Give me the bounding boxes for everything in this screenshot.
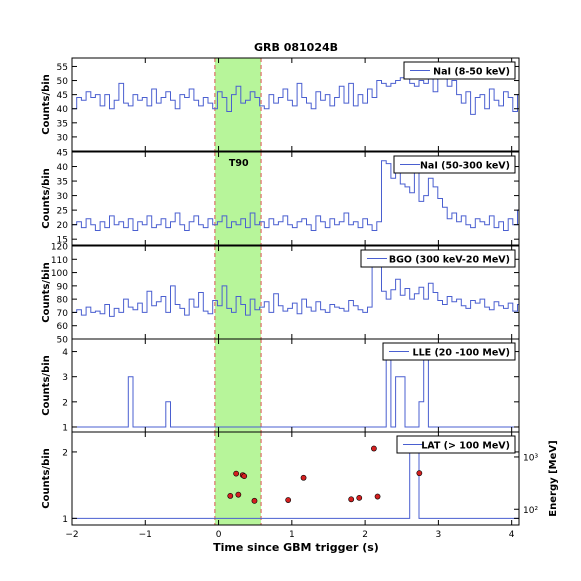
y-tick-label: 35	[57, 178, 68, 188]
y-axis-label: Counts/bin	[41, 168, 52, 229]
y-tick-label: 15	[57, 236, 68, 246]
legend-box	[396, 435, 516, 454]
legend-label: BGO (300 keV-20 MeV)	[389, 255, 510, 266]
y-tick-label: 55	[57, 63, 68, 73]
y-tick-label: 30	[57, 192, 69, 202]
y-tick-label: 2	[62, 398, 68, 408]
y-axis-label: Counts/bin	[41, 262, 52, 323]
y-tick-label: 2	[62, 448, 68, 458]
panel-frame	[71, 57, 520, 152]
panel-frame	[71, 151, 520, 246]
panel-1: 30 35 40 45 50 55 Counts/bin NaI (8-50 keV)	[41, 57, 520, 152]
shaded-interval	[214, 152, 262, 245]
shaded-interval	[214, 432, 262, 525]
y-tick-label: 50	[57, 336, 69, 346]
x-tick-label: 3	[436, 530, 442, 540]
legend-label: LAT (> 100 MeV)	[421, 441, 510, 452]
photon-point	[241, 473, 248, 480]
y-tick-label: 70	[57, 309, 69, 319]
panel-5: 1 2 Counts/bin LAT (> 100 MeV) −2 −1 0 1 2 3 4 10² 1…	[41, 431, 559, 540]
y-tick-label: 45	[57, 149, 68, 159]
energy-tick-label: 10³	[523, 453, 538, 463]
energy-tick-label: 10²	[523, 506, 538, 516]
x-tick-label: −2	[65, 530, 78, 540]
legend-label: LLE (20 -100 MeV)	[413, 348, 510, 359]
y-axis-label: Counts/bin	[41, 448, 52, 509]
series-line	[72, 256, 519, 317]
x-tick-label: 2	[362, 530, 368, 540]
panel-4: 1 2 3 4 Counts/bin LLE (20 -100 MeV)	[41, 338, 520, 433]
y-tick-label: 40	[57, 105, 69, 115]
energy-axis-label: Energy [MeV]	[548, 440, 559, 516]
y-tick-label: 80	[57, 296, 69, 306]
photon-point	[348, 496, 355, 503]
x-axis-label: Time since GBM trigger (s)	[213, 541, 379, 554]
panel-3: 50 60 70 80 90 100 110 120 Counts/bin BGO (300 ke…	[41, 243, 520, 346]
panel-frame	[71, 431, 520, 526]
photon-point	[374, 493, 381, 500]
legend-box	[403, 61, 516, 80]
y-tick-label: 20	[57, 221, 69, 231]
photon-point	[251, 497, 258, 504]
y-tick-label: 1	[62, 423, 68, 433]
y-tick-label: 3	[62, 373, 68, 383]
photon-point	[356, 494, 363, 501]
photon-point	[235, 491, 242, 498]
x-tick-label: 0	[216, 530, 222, 540]
series-line	[72, 160, 519, 231]
y-tick-label: 120	[51, 243, 68, 253]
y-tick-label: 100	[51, 269, 68, 279]
series-line	[72, 451, 519, 519]
legend-label: NaI (50-300 keV)	[420, 161, 510, 172]
y-tick-label: 25	[57, 207, 68, 217]
x-tick-label: 4	[509, 530, 515, 540]
photon-point	[233, 470, 240, 477]
y-tick-label: 45	[57, 91, 68, 101]
shaded-interval	[214, 58, 262, 151]
legend-box	[382, 342, 516, 361]
y-tick-label: 110	[51, 256, 68, 266]
y-tick-label: 90	[57, 282, 69, 292]
legend-label: NaI (8-50 keV)	[433, 67, 510, 78]
y-axis-label: Counts/bin	[41, 355, 52, 416]
photon-point	[227, 493, 234, 499]
legend-box	[393, 155, 516, 174]
shaded-interval-label: T90	[229, 158, 249, 169]
y-tick-label: 50	[57, 77, 69, 87]
photon-point	[300, 474, 307, 481]
legend-box	[360, 249, 516, 268]
shaded-interval	[214, 339, 262, 432]
y-axis-label: Counts/bin	[41, 74, 52, 135]
y-tick-label: 4	[62, 348, 68, 358]
photon-point	[371, 445, 377, 452]
panel-2: 15 20 25 30 35 40 45 Counts/bin NaI (50-300 keV)…	[41, 149, 520, 246]
y-tick-label: 30	[57, 133, 69, 143]
y-tick-label: 40	[57, 163, 69, 173]
chart-title: GRB 081024B	[254, 41, 338, 54]
photon-point	[285, 497, 292, 503]
y-tick-label: 60	[57, 322, 69, 332]
x-tick-label: 1	[289, 530, 295, 540]
y-tick-label: 1	[62, 515, 68, 525]
y-tick-label: 35	[57, 119, 68, 129]
x-tick-label: −1	[139, 530, 152, 540]
photon-point	[416, 470, 423, 477]
